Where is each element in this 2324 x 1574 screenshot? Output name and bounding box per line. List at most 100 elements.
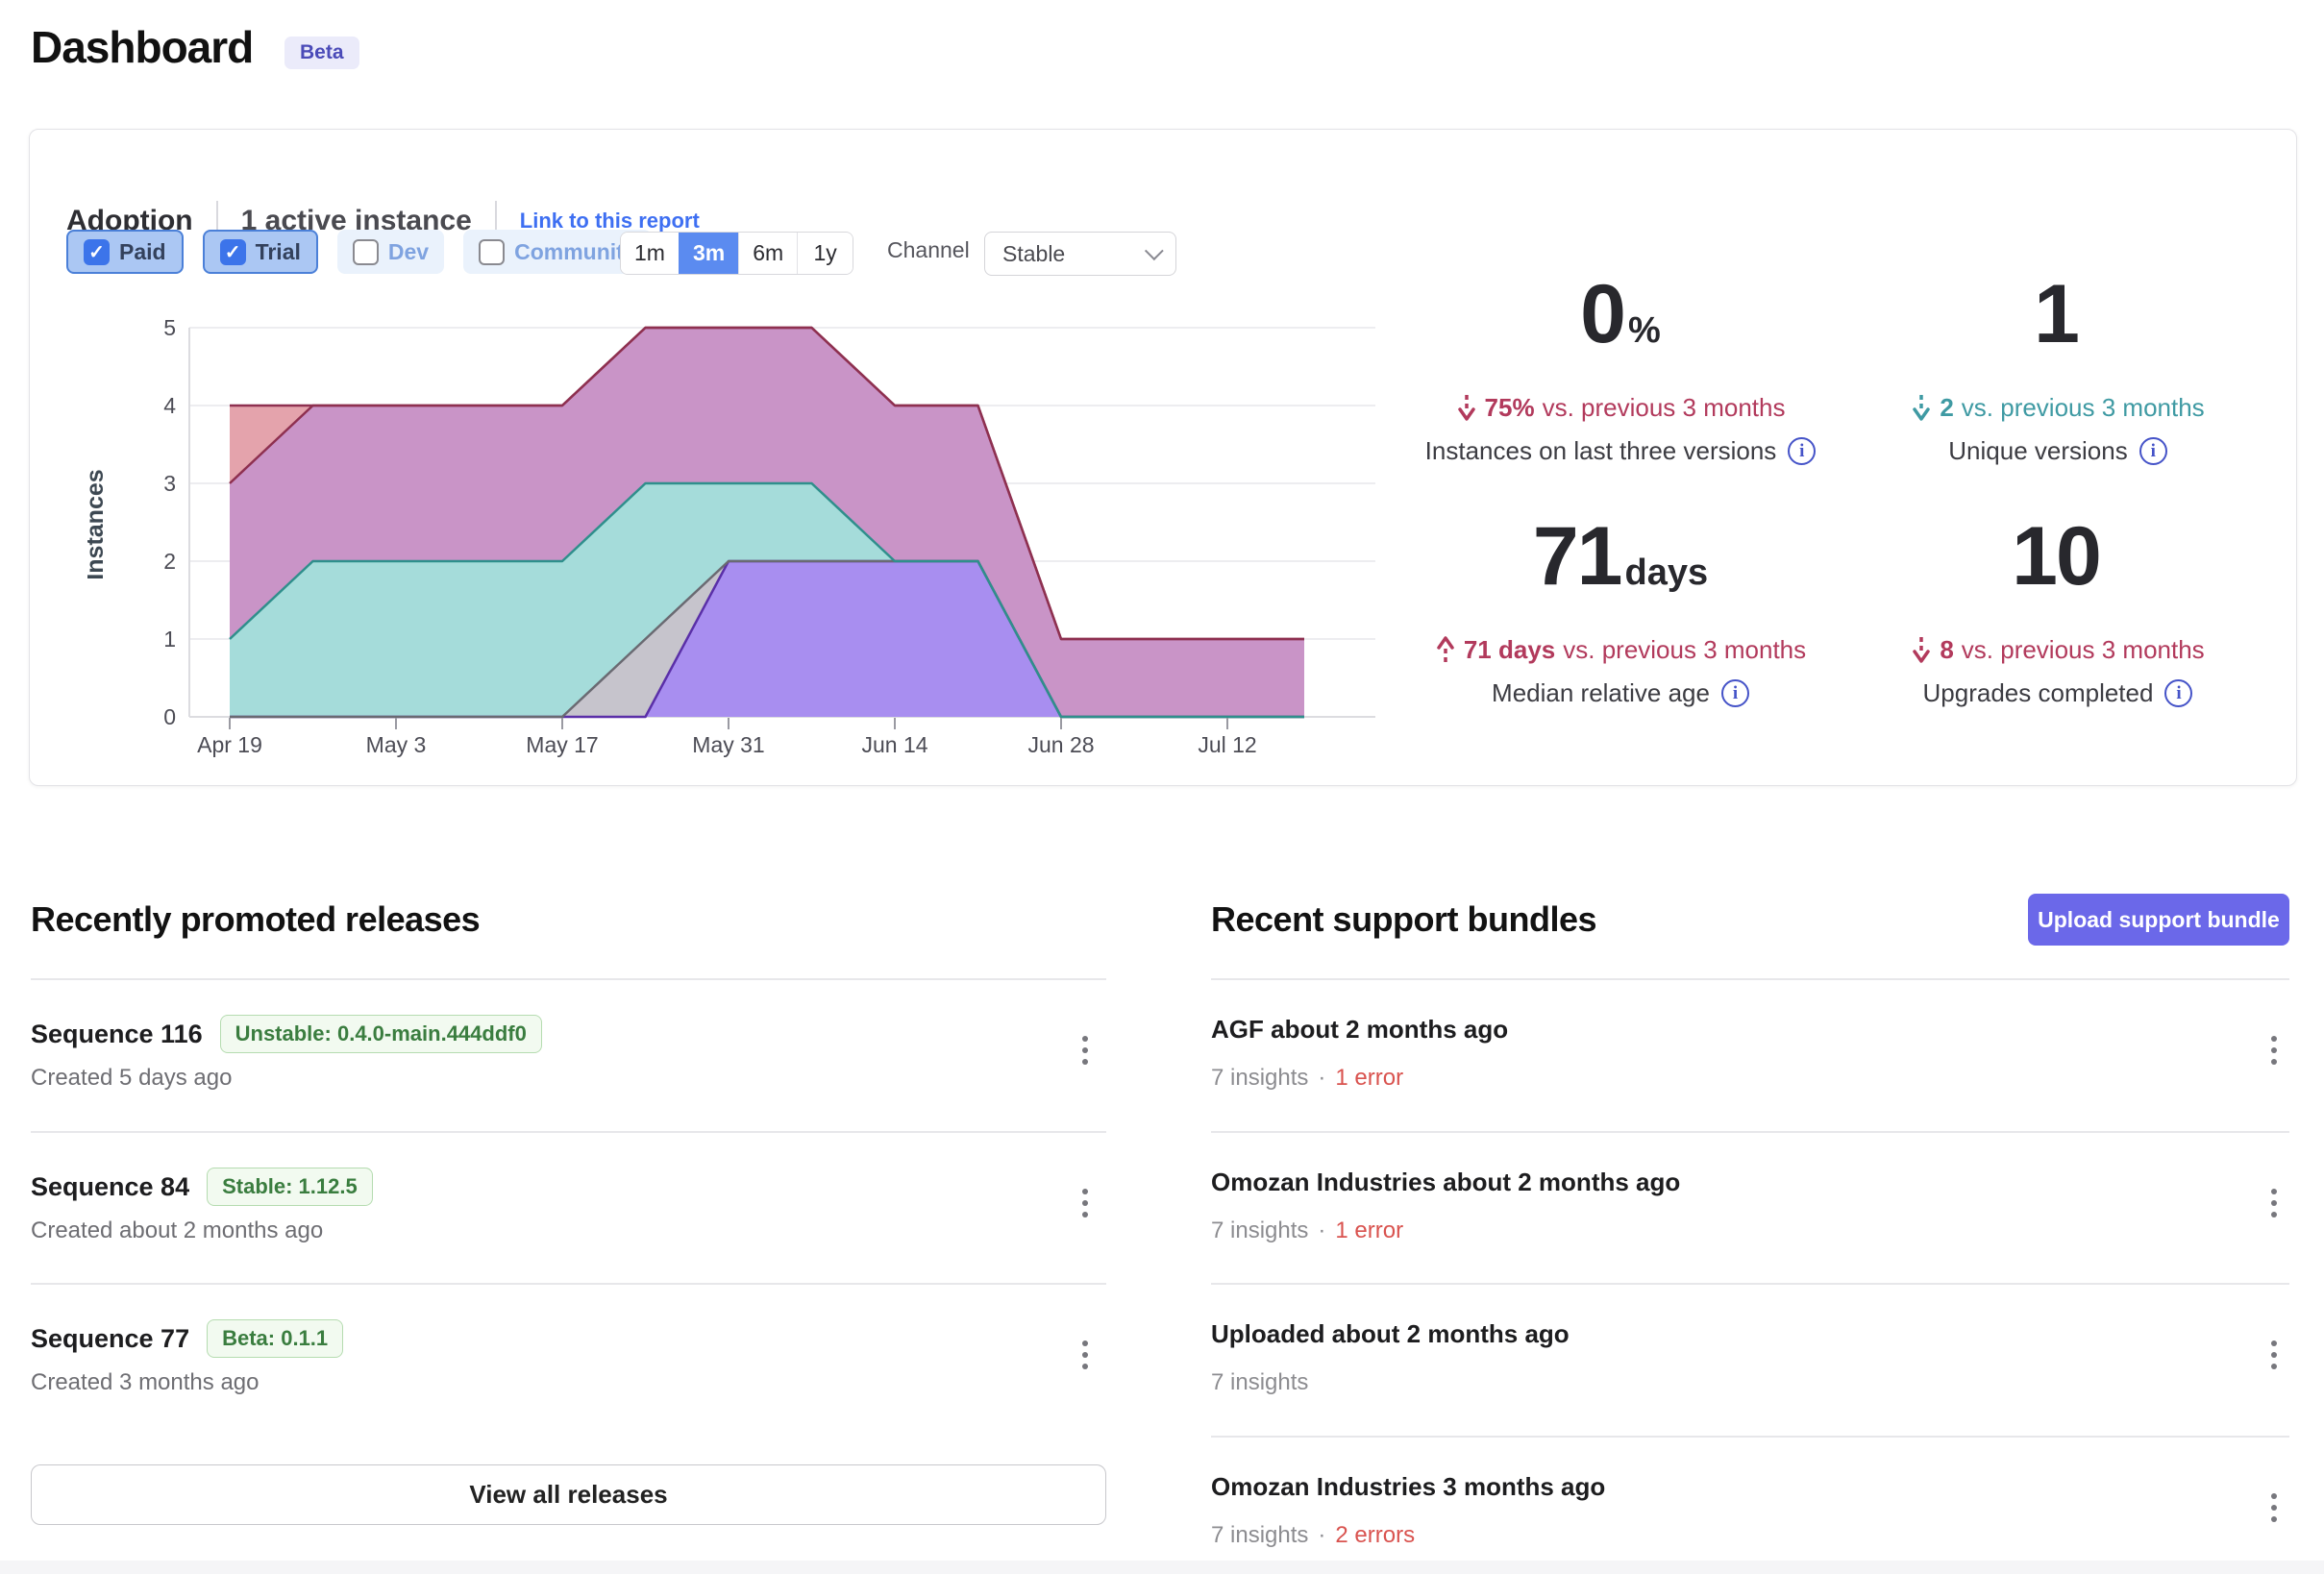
time-range-group: 1m 3m 6m 1y (620, 232, 854, 275)
stat-value: 0% (1580, 268, 1661, 360)
kebab-menu-icon[interactable] (2253, 1331, 2295, 1379)
view-all-releases-button[interactable]: View all releases (31, 1464, 1106, 1525)
arrow-down-icon (1913, 637, 1931, 663)
link-to-report[interactable]: Link to this report (519, 209, 700, 233)
release-channel-badge: Stable: 1.12.5 (207, 1168, 373, 1206)
header-separator (215, 201, 218, 241)
info-icon[interactable]: i (2139, 437, 2167, 465)
bundle-item-title[interactable]: Omozan Industries about 2 months ago (1211, 1168, 1681, 1196)
stat-value: 71 days (1532, 510, 1709, 603)
release-sequence: Sequence 116 (31, 1019, 203, 1048)
stat-delta: 8 vs. previous 3 months (1832, 632, 2284, 667)
kebab-menu-icon[interactable] (2253, 1179, 2295, 1227)
checkbox-icon[interactable]: ✓ (219, 238, 246, 265)
release-channel-badge: Beta: 0.1.1 (207, 1319, 344, 1358)
bundle-item-title[interactable]: Omozan Industries 3 months ago (1211, 1472, 1606, 1501)
divider (1211, 1131, 2289, 1133)
release-sequence: Sequence 77 (31, 1323, 190, 1353)
filter-label: Trial (255, 238, 301, 264)
filter-dev[interactable]: ✓ Dev (336, 230, 445, 274)
kebab-menu-icon[interactable] (2253, 1026, 2295, 1074)
filter-label: Community (514, 238, 636, 264)
svg-text:0: 0 (163, 704, 176, 729)
svg-text:May 17: May 17 (526, 732, 598, 757)
svg-text:5: 5 (163, 315, 176, 340)
stat-value: 1 (2034, 268, 2080, 360)
bundle-meta: 7 insights · 2 errors (1211, 1522, 1415, 1549)
filter-label: Dev (387, 238, 430, 264)
releases-heading: Recently promoted releases (31, 899, 481, 939)
chevron-down-icon (1144, 241, 1164, 261)
svg-text:Jun 14: Jun 14 (861, 732, 927, 757)
insights-count: 7 insights (1211, 1065, 1309, 1091)
kebab-menu-icon[interactable] (2253, 1484, 2295, 1532)
stat-delta: 71 days vs. previous 3 months (1395, 632, 1846, 667)
release-created: Created 3 months ago (31, 1369, 260, 1395)
divider (31, 978, 1106, 980)
checkbox-icon[interactable]: ✓ (479, 238, 506, 265)
info-icon[interactable]: i (2164, 679, 2193, 707)
svg-text:Jun 28: Jun 28 (1027, 732, 1094, 757)
stat-median-relative-age: 71 days 71 days vs. previous 3 months Med… (1395, 512, 1846, 708)
filter-paid[interactable]: ✓ Paid (66, 230, 184, 274)
channel-select[interactable]: Stable (984, 232, 1176, 276)
checkbox-icon[interactable]: ✓ (352, 238, 379, 265)
error-count: 1 error (1335, 1217, 1404, 1243)
info-icon[interactable]: i (1788, 437, 1817, 465)
filter-trial[interactable]: ✓ Trial (202, 230, 318, 274)
adoption-area-chart[interactable]: Apr 19 May 3 May 17 May 31 Jun 14 Jun 28 Jul 1… (87, 289, 1404, 779)
arrow-down-icon (1913, 395, 1931, 421)
insights-count: 7 insights (1211, 1369, 1309, 1395)
release-item-title: Sequence 77 Beta: 0.1.1 (31, 1319, 344, 1358)
bundle-item-title[interactable]: AGF about 2 months ago (1211, 1015, 1509, 1044)
release-item-title: Sequence 84 Stable: 1.12.5 (31, 1168, 373, 1206)
arrow-up-icon (1437, 636, 1454, 662)
stat-delta: 75% vs. previous 3 months (1395, 390, 1846, 425)
stat-unique-versions: 1 2 vs. previous 3 months Unique version… (1832, 270, 2284, 466)
page-bottom-strip (0, 1561, 2324, 1574)
stat-label: Unique versions i (1832, 436, 2284, 466)
svg-text:Jul 12: Jul 12 (1198, 732, 1256, 757)
release-item-title: Sequence 116 Unstable: 0.4.0-main.444ddf… (31, 1015, 542, 1053)
beta-badge: Beta (284, 37, 359, 69)
release-created: Created 5 days ago (31, 1065, 233, 1091)
stat-label: Median relative age i (1395, 678, 1846, 708)
dot-separator: · (1318, 1217, 1326, 1243)
svg-text:1: 1 (163, 627, 176, 652)
adoption-card: Adoption 1 active instance Link to this … (29, 129, 2297, 786)
stat-upgrades-completed: 10 8 vs. previous 3 months Upgrades comp… (1832, 512, 2284, 708)
checkbox-icon[interactable]: ✓ (84, 238, 110, 265)
page-title: Dashboard (31, 22, 254, 72)
bundle-item-title[interactable]: Uploaded about 2 months ago (1211, 1319, 1570, 1348)
arrow-down-icon (1457, 395, 1475, 421)
range-1y[interactable]: 1y (797, 233, 853, 274)
range-6m[interactable]: 6m (738, 233, 798, 274)
kebab-menu-icon[interactable] (1064, 1331, 1106, 1379)
svg-text:4: 4 (163, 393, 176, 418)
stat-value: 10 (2012, 510, 2102, 603)
kebab-menu-icon[interactable] (1064, 1179, 1106, 1227)
svg-text:May 3: May 3 (366, 732, 427, 757)
channel-selected-value: Stable (1002, 240, 1066, 266)
stat-label: Instances on last three versions i (1395, 436, 1846, 466)
release-created: Created about 2 months ago (31, 1217, 324, 1243)
header-separator (494, 201, 497, 241)
release-channel-badge: Unstable: 0.4.0-main.444ddf0 (219, 1015, 542, 1053)
channel-label: Channel (887, 237, 970, 262)
insights-count: 7 insights (1211, 1217, 1309, 1243)
range-3m[interactable]: 3m (678, 233, 739, 274)
kebab-menu-icon[interactable] (1064, 1026, 1106, 1074)
svg-text:2: 2 (163, 549, 176, 574)
range-1m[interactable]: 1m (621, 233, 679, 274)
stat-delta: 2 vs. previous 3 months (1832, 390, 2284, 425)
stat-label: Upgrades completed i (1832, 678, 2284, 708)
bundle-meta: 7 insights · 1 error (1211, 1217, 1403, 1244)
divider (31, 1131, 1106, 1133)
upload-support-bundle-button[interactable]: Upload support bundle (2028, 894, 2289, 946)
insights-count: 7 insights (1211, 1522, 1309, 1548)
bundle-meta: 7 insights · 1 error (1211, 1065, 1403, 1092)
release-sequence: Sequence 84 (31, 1171, 190, 1201)
divider (1211, 1436, 2289, 1438)
info-icon[interactable]: i (1720, 679, 1749, 707)
dot-separator: · (1318, 1065, 1326, 1091)
